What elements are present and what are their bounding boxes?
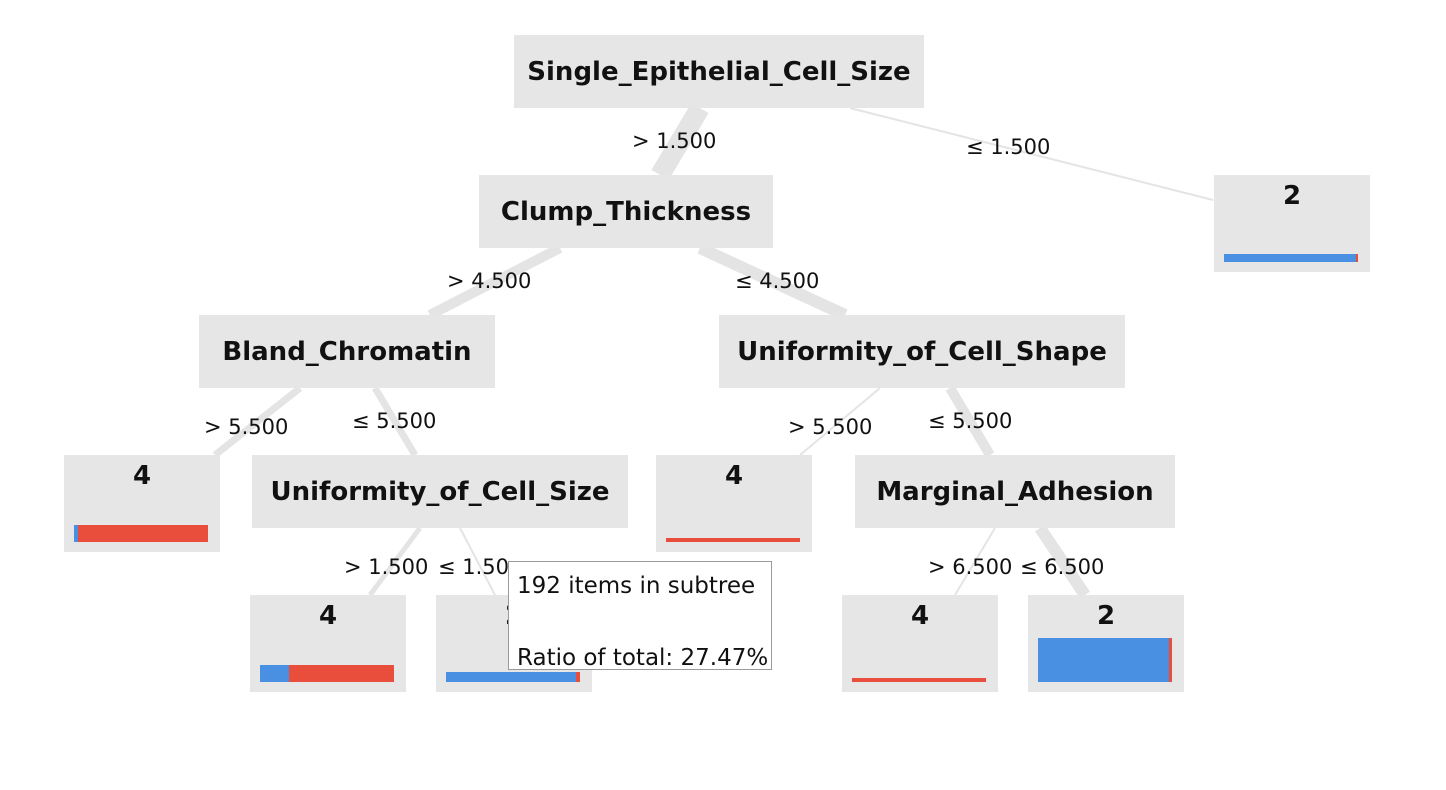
edge-size-leaf-le <box>459 527 496 596</box>
edge-label-root-gt: > 1.500 <box>632 129 717 153</box>
edge-margin-leaf-le <box>1035 524 1090 599</box>
class-distribution-bar <box>260 665 394 682</box>
leaf-class-label: 2 <box>1282 181 1302 211</box>
edge-size-leaf-gt <box>367 526 423 597</box>
node-clump-thickness[interactable]: Clump_Thickness <box>479 175 773 248</box>
node-marginal-adhesion[interactable]: Marginal_Adhesion <box>855 455 1175 528</box>
leaf-node[interactable]: 4 <box>842 595 998 692</box>
edge-clump-shape <box>697 242 848 321</box>
node-label: Uniformity_of_Cell_Size <box>270 476 610 507</box>
leaf-node[interactable]: 2 <box>1214 175 1370 272</box>
bar-segment-class-2 <box>74 525 79 542</box>
leaf-node[interactable]: 4 <box>250 595 406 692</box>
edge-label-size-le: ≤ 1.50 <box>438 555 510 579</box>
edge-shape-margin <box>945 385 995 458</box>
bar-segment-class-4 <box>575 672 580 682</box>
bar-segment-class-2 <box>446 672 576 682</box>
class-distribution-bar <box>852 678 986 682</box>
bar-segment-class-4 <box>78 525 208 542</box>
edge-label-clump-le: ≤ 4.500 <box>735 269 820 293</box>
edge-label-root-le: ≤ 1.500 <box>966 135 1051 159</box>
tooltip-ratio: Ratio of total: 27.47% <box>517 645 769 670</box>
node-uniformity-of-cell-size[interactable]: Uniformity_of_Cell_Size <box>252 455 628 528</box>
node-label: Marginal_Adhesion <box>876 476 1154 507</box>
bar-segment-class-2 <box>1038 638 1169 682</box>
edge-label-margin-le: ≤ 6.500 <box>1020 555 1105 579</box>
edge-label-shape-le: ≤ 5.500 <box>928 409 1013 433</box>
class-distribution-bar <box>666 538 800 542</box>
node-label: Uniformity_of_Cell_Shape <box>737 336 1107 367</box>
class-distribution-bar <box>1224 254 1358 262</box>
node-label: Bland_Chromatin <box>222 336 472 367</box>
leaf-class-label: 4 <box>910 601 930 631</box>
edge-label-margin-gt: > 6.500 <box>928 555 1013 579</box>
edge-margin-leaf-gt <box>954 527 996 596</box>
edge-root-leaf <box>849 107 1214 201</box>
node-bland-chromatin[interactable]: Bland_Chromatin <box>199 315 495 388</box>
bar-segment-class-4 <box>666 538 800 542</box>
bar-segment-class-2 <box>260 665 290 682</box>
leaf-class-label: 4 <box>724 461 744 491</box>
class-distribution-bar <box>74 525 208 542</box>
node-uniformity-of-cell-shape[interactable]: Uniformity_of_Cell_Shape <box>719 315 1125 388</box>
node-label: Single_Epithelial_Cell_Size <box>527 56 911 87</box>
class-distribution-bar <box>446 672 580 682</box>
node-label: Clump_Thickness <box>500 196 752 227</box>
leaf-class-label: 2 <box>1096 601 1116 631</box>
leaf-node[interactable]: 2 <box>1028 595 1184 692</box>
edge-bland-size <box>371 386 419 457</box>
edge-label-bland-le: ≤ 5.500 <box>352 409 437 433</box>
edge-label-clump-gt: > 4.500 <box>447 269 532 293</box>
bar-segment-class-4 <box>289 665 394 682</box>
edge-clump-bland <box>427 243 563 320</box>
class-distribution-bar <box>1038 638 1172 682</box>
leaf-node[interactable]: 4 <box>64 455 220 552</box>
edge-label-shape-gt: > 5.500 <box>788 415 873 439</box>
edge-root-clump <box>651 102 709 181</box>
edge-bland-leaf <box>212 385 303 458</box>
tooltip-item-count: 192 items in subtree <box>517 573 756 599</box>
leaf-class-label: 4 <box>318 601 338 631</box>
bar-segment-class-4 <box>852 678 986 682</box>
edge-label-bland-gt: > 5.500 <box>204 415 289 439</box>
edge-shape-leaf <box>799 387 881 456</box>
bar-segment-class-4 <box>1168 638 1172 682</box>
subtree-tooltip: 192 items in subtree Ratio of total: 27.… <box>508 561 772 670</box>
bar-segment-class-2 <box>1224 254 1356 262</box>
node-single-epithelial-cell-size[interactable]: Single_Epithelial_Cell_Size <box>514 35 924 108</box>
leaf-class-label: 4 <box>132 461 152 491</box>
leaf-node[interactable]: 4 <box>656 455 812 552</box>
edge-label-size-gt: > 1.500 <box>344 555 429 579</box>
bar-segment-class-4 <box>1355 254 1358 262</box>
